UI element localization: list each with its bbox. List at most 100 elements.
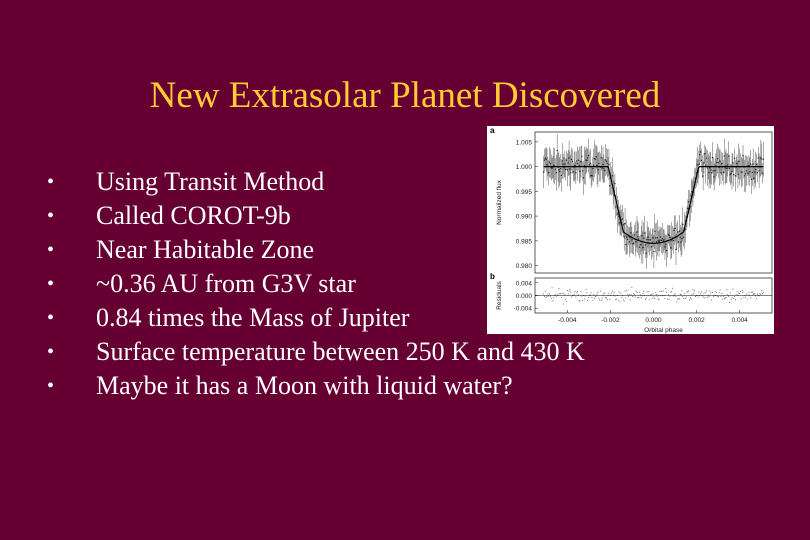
residual-point <box>591 297 593 299</box>
flux-point <box>682 223 684 226</box>
flux-point <box>699 151 702 153</box>
x-axis-label: Orbital phase <box>644 327 683 334</box>
residual-point <box>582 300 584 302</box>
residual-point <box>606 299 608 301</box>
residual-point <box>552 300 554 302</box>
flux-point <box>575 172 577 174</box>
bullet-item: • Maybe it has a Moon with liquid water? <box>47 369 585 403</box>
flux-point <box>682 236 685 238</box>
residual-point <box>620 292 622 294</box>
x-tick-label: 0.000 <box>645 317 662 324</box>
flux-point <box>711 157 714 159</box>
flux-point <box>733 157 736 160</box>
bullet-dot: • <box>47 239 55 261</box>
flux-point <box>611 175 614 177</box>
residual-point <box>651 297 653 299</box>
bullet-text: Called COROT-9b <box>96 201 291 230</box>
residual-point <box>577 290 579 293</box>
flux-point <box>562 163 564 165</box>
flux-point <box>668 234 670 237</box>
residual-point <box>734 299 736 301</box>
residual-point <box>658 299 660 301</box>
flux-point <box>681 237 683 240</box>
flux-point <box>760 157 762 159</box>
flux-point <box>571 160 574 163</box>
residual-point <box>613 292 615 294</box>
flux-point <box>588 164 591 166</box>
residual-point <box>578 300 580 302</box>
residual-point <box>589 294 591 296</box>
residual-point <box>604 292 606 294</box>
residual-point <box>739 292 741 295</box>
residual-point <box>623 300 625 302</box>
residual-point <box>677 298 680 300</box>
flux-point <box>576 160 578 162</box>
bullet-text: 0.84 times the Mass of Jupiter <box>96 303 410 332</box>
flux-point <box>567 162 569 164</box>
flux-point <box>670 247 672 249</box>
residual-point <box>711 299 713 301</box>
bullet-dot: • <box>47 273 55 295</box>
flux-point <box>564 163 566 165</box>
residual-point <box>544 291 546 293</box>
residual-point <box>573 294 575 296</box>
flux-point <box>713 176 715 178</box>
flux-point <box>633 234 636 236</box>
residual-point <box>640 297 642 299</box>
flux-point <box>673 229 675 232</box>
residual-point <box>680 293 682 295</box>
flux-point <box>672 239 675 242</box>
residual-point <box>689 297 691 299</box>
residual-point <box>655 294 658 296</box>
residual-point <box>619 301 621 303</box>
flux-point <box>761 172 764 174</box>
residual-point <box>746 298 748 300</box>
residual-point <box>566 289 568 291</box>
residual-point <box>648 290 650 292</box>
residual-point <box>761 293 764 295</box>
residual-point <box>600 299 602 302</box>
residual-point <box>671 290 673 293</box>
flux-point <box>646 238 648 241</box>
residual-point <box>710 292 712 294</box>
residual-point <box>741 290 743 292</box>
residual-point <box>559 293 561 295</box>
flux-point <box>572 171 575 173</box>
flux-point <box>719 160 721 162</box>
residual-point <box>567 293 569 295</box>
bullet-dot: • <box>47 375 55 397</box>
flux-point <box>600 157 603 159</box>
flux-point <box>586 159 588 162</box>
flux-point <box>724 167 726 169</box>
residual-point <box>626 289 628 291</box>
residual-point <box>574 290 576 293</box>
residual-point <box>742 291 744 294</box>
flux-tick-label: 0.995 <box>516 189 533 196</box>
residual-point <box>603 293 605 295</box>
light-curve-figure: a b 1.005 1.000 0.995 0.990 0.985 0.980 0.004 0.0… <box>487 126 774 334</box>
residual-point <box>719 289 721 291</box>
flux-point <box>659 239 661 241</box>
flux-point <box>548 161 551 163</box>
transit-model-curve <box>543 166 764 244</box>
flux-point <box>704 164 707 166</box>
flux-point <box>699 154 701 156</box>
residual-point <box>631 286 633 289</box>
flux-point <box>656 237 659 239</box>
flux-point <box>563 167 565 169</box>
residual-point <box>740 298 742 300</box>
residual-point <box>727 294 729 296</box>
residual-point <box>596 293 598 295</box>
bullet-text: Surface temperature between 250 K and 43… <box>96 337 585 366</box>
residual-point <box>738 292 740 294</box>
residual-point <box>632 295 634 297</box>
x-tick-label: 0.004 <box>732 317 749 324</box>
residual-point <box>653 296 655 298</box>
residual-point <box>547 293 549 295</box>
flux-tick-label: 0.990 <box>516 214 533 221</box>
flux-point <box>732 161 734 164</box>
residual-point <box>759 293 761 295</box>
bullet-text: ~0.36 AU from G3V star <box>96 269 356 298</box>
x-tick-label: -0.004 <box>558 317 577 324</box>
